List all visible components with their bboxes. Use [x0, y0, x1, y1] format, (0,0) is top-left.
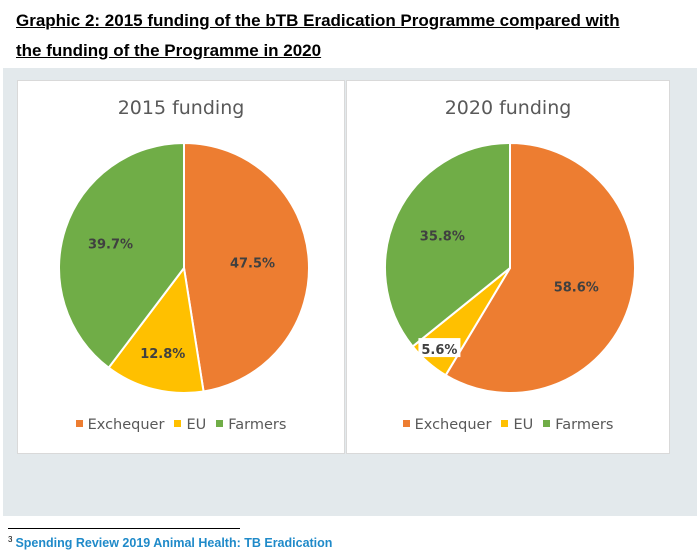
legend-swatch-exchequer	[75, 420, 83, 427]
legend-swatch-farmers	[216, 420, 224, 427]
legend-item-eu: EU	[174, 417, 206, 433]
charts-panel: 2015 funding 47.5% 12.8% 39.7% Exchequer EU…	[3, 68, 697, 516]
legend-swatch-farmers	[543, 420, 551, 427]
legend-2020: Exchequer EU Farmers	[347, 417, 669, 433]
legend-item-farmers: Farmers	[543, 417, 613, 433]
legend-swatch-exchequer	[402, 420, 410, 427]
chart-2020: 2020 funding 58.6% 5.6% 35.8% Exchequer EU F…	[346, 80, 670, 454]
footnote-divider	[8, 528, 240, 529]
data-label-2020-farmers: 35.8%	[420, 230, 465, 245]
data-label-2020-exchequer: 58.6%	[554, 280, 599, 295]
legend-label-eu: EU	[513, 417, 534, 433]
pie-slice-2015-exchequer	[183, 141, 310, 393]
data-label-bg-2020-eu	[418, 338, 461, 358]
footnote-marker: 3	[8, 535, 13, 544]
data-label-2015-eu: 12.8%	[140, 347, 185, 362]
heading-line-2: the funding of the Programme in 2020	[16, 41, 322, 60]
heading-line-1: Graphic 2: 2015 funding of the bTB Eradi…	[16, 11, 620, 30]
legend-item-exchequer: Exchequer	[402, 417, 492, 433]
pie-2020: 58.6% 5.6% 35.8%	[384, 141, 636, 394]
figure-heading: Graphic 2: 2015 funding of the bTB Eradi…	[16, 6, 686, 66]
legend-label-farmers: Farmers	[555, 417, 614, 433]
legend-swatch-eu	[501, 420, 509, 427]
legend-label-farmers: Farmers	[228, 417, 287, 433]
pie-2015: 47.5% 12.8% 39.7%	[58, 141, 310, 394]
chart-2015: 2015 funding 47.5% 12.8% 39.7% Exchequer EU…	[17, 80, 345, 454]
legend-swatch-eu	[174, 420, 182, 427]
legend-label-exchequer: Exchequer	[87, 417, 165, 433]
pie-slice-2020-exchequer	[444, 141, 636, 394]
pie-slice-2020-farmers	[384, 141, 511, 348]
legend-label-exchequer: Exchequer	[414, 417, 492, 433]
pie-slice-2015-eu	[107, 265, 205, 394]
pie-slice-2015-farmers	[58, 141, 185, 370]
legend-2015: Exchequer EU Farmers	[18, 417, 344, 433]
footnote-link[interactable]: Spending Review 2019 Animal Health: TB E…	[15, 536, 333, 550]
chart-title-2020: 2020 funding	[444, 97, 572, 119]
chart-title-2015: 2015 funding	[117, 97, 245, 119]
legend-item-farmers: Farmers	[216, 417, 286, 433]
legend-label-eu: EU	[186, 417, 207, 433]
data-label-2015-farmers: 39.7%	[88, 237, 133, 252]
legend-item-eu: EU	[501, 417, 533, 433]
data-label-2015-exchequer: 47.5%	[230, 257, 275, 272]
legend-item-exchequer: Exchequer	[75, 417, 165, 433]
data-label-2020-eu: 5.6%	[421, 343, 457, 358]
footnote: 3 Spending Review 2019 Animal Health: TB …	[8, 535, 332, 550]
